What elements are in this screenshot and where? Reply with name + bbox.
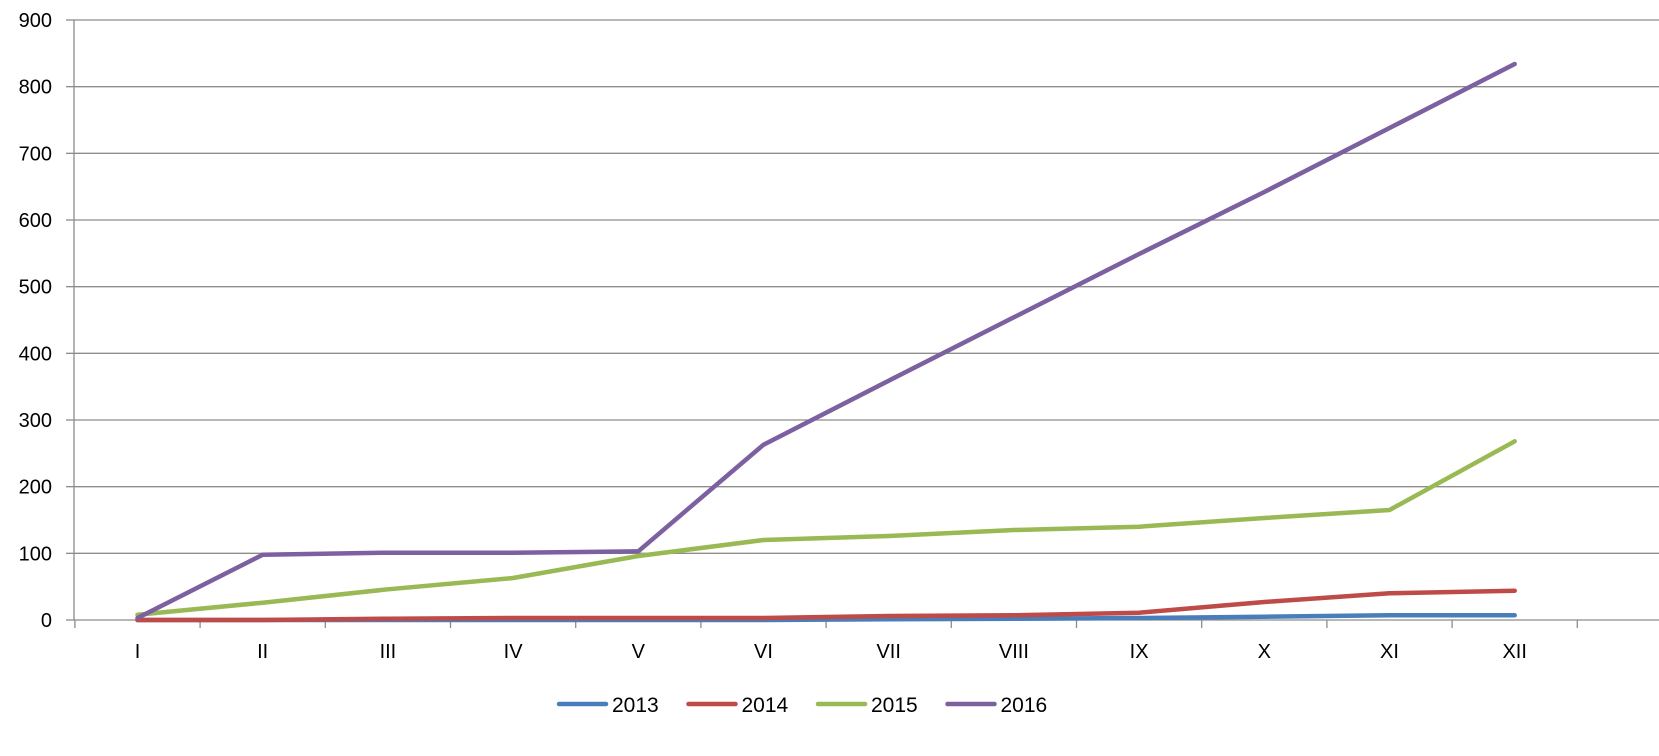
y-tick-label: 300 [19, 410, 52, 432]
y-tick-label: 200 [19, 477, 52, 499]
y-tick-label: 700 [19, 143, 52, 165]
series-lines [135, 61, 1517, 623]
series-line-2015 [135, 439, 1517, 617]
legend-item-2014: 2014 [686, 694, 789, 717]
x-tick-label: III [380, 641, 397, 663]
y-tick-label: 500 [19, 277, 52, 299]
x-tick-label: XI [1380, 641, 1399, 663]
legend-label: 2014 [742, 694, 789, 717]
x-tick-label: IV [504, 641, 524, 663]
legend-label: 2013 [612, 694, 659, 717]
x-tick-label: VI [754, 641, 773, 663]
legend-label: 2016 [1001, 694, 1048, 717]
legend-item-2015: 2015 [815, 694, 918, 717]
x-tick-label: VII [876, 641, 900, 663]
legend: 2013 2014 2015 2016 [556, 694, 1048, 717]
y-tick-label: 600 [19, 210, 52, 232]
y-tick-label: 800 [19, 77, 52, 99]
y-tick-label: 100 [19, 543, 52, 565]
y-tick-label: 0 [41, 610, 52, 632]
legend-item-2013: 2013 [556, 694, 659, 717]
x-tick-label: II [257, 641, 268, 663]
x-tick-label: I [135, 641, 141, 663]
legend-label: 2015 [871, 694, 918, 717]
legend-item-2016: 2016 [945, 694, 1048, 717]
series-line-2014 [135, 588, 1517, 623]
x-tick-label: X [1258, 641, 1271, 663]
x-tick-label: V [632, 641, 646, 663]
y-tick-label: 400 [19, 343, 52, 365]
x-tick-label: XII [1502, 641, 1526, 663]
y-tick-label: 900 [19, 10, 52, 32]
x-tick-label: VIII [999, 641, 1029, 663]
series-line-2016 [135, 61, 1517, 621]
x-tick-label: IX [1130, 641, 1149, 663]
